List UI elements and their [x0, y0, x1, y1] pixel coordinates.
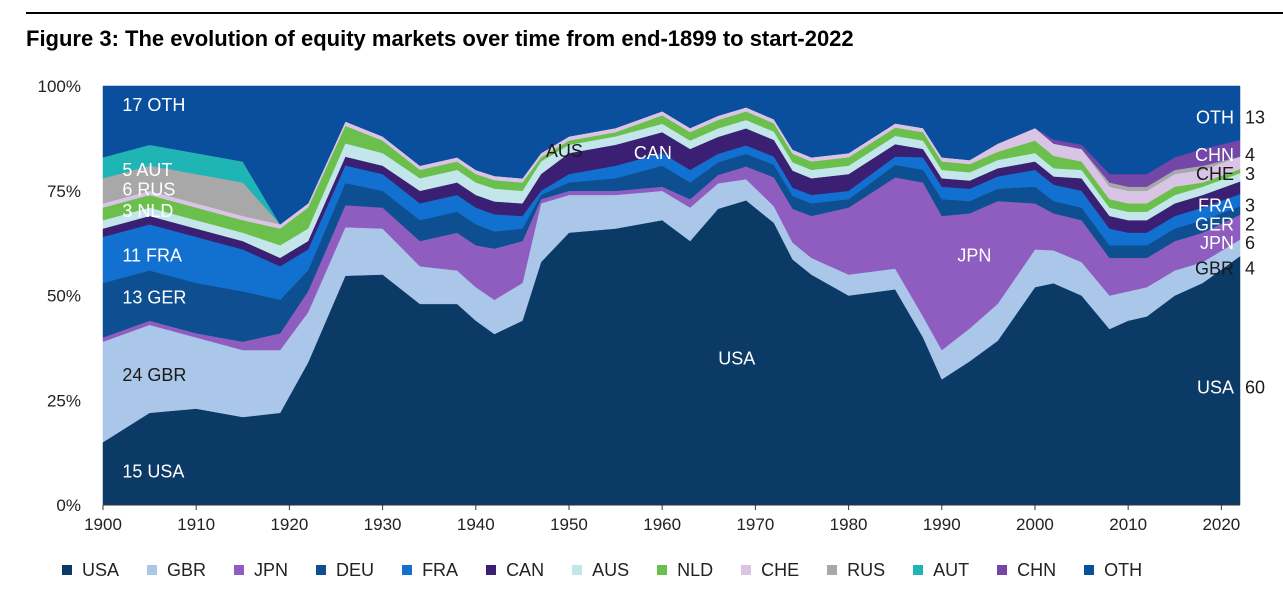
- legend-label: NLD: [677, 559, 714, 580]
- x-tick-label: 1910: [177, 515, 215, 534]
- legend-label: AUT: [933, 559, 970, 580]
- x-tick-label: 2000: [1016, 515, 1054, 534]
- x-tick-label: 1980: [830, 515, 868, 534]
- end-label-name: CHN: [1195, 145, 1234, 165]
- x-tick-label: 1940: [457, 515, 495, 534]
- x-tick-label: 1960: [643, 515, 681, 534]
- area-layers: [102, 85, 1241, 506]
- legend-swatch: [913, 565, 924, 575]
- start-label: 11 FRA: [122, 246, 182, 266]
- legend-item-gbr: GBR: [147, 557, 206, 583]
- inner-label: AUS: [546, 141, 583, 161]
- y-axis: 0% 25% 50% 75% 100%: [38, 77, 81, 515]
- end-label-name: FRA: [1198, 195, 1234, 215]
- end-label-value: 6: [1245, 233, 1255, 253]
- stacked-area-chart: 0% 25% 50% 75% 100% 1900 1910 1920 1930 1940 1950…: [38, 77, 1266, 534]
- end-label-value: 2: [1245, 214, 1255, 234]
- y-tick-label: 100%: [38, 77, 81, 96]
- start-label: 13 GER: [122, 288, 186, 308]
- legend-swatch: [234, 565, 245, 575]
- legend-label: OTH: [1104, 559, 1143, 580]
- chart-title: Figure 3: The evolution of equity market…: [26, 26, 854, 51]
- legend-swatch: [147, 565, 158, 575]
- legend-item-aus: AUS: [572, 557, 629, 583]
- legend-label: USA: [82, 559, 120, 580]
- end-label-value: 4: [1245, 145, 1255, 165]
- legend: USA GBR JPN DEU FRA CAN AUS NLD CHE RUS AUT CHN OTH: [62, 557, 1170, 583]
- legend-swatch: [62, 565, 72, 575]
- area-oth: [102, 85, 1241, 225]
- legend-swatch: [316, 565, 327, 575]
- end-label-value: 13: [1245, 107, 1265, 127]
- legend-label: AUS: [592, 559, 630, 580]
- legend-item-chn: CHN: [997, 557, 1056, 583]
- x-tick-label: 1900: [84, 515, 122, 534]
- y-tick-label: 0%: [56, 496, 81, 515]
- start-label: 5 AUT: [122, 160, 172, 180]
- end-label-value: 3: [1245, 195, 1255, 215]
- y-tick-label: 25%: [47, 391, 81, 410]
- end-label-value: 3: [1245, 164, 1255, 184]
- legend-label: CHE: [761, 559, 800, 580]
- x-axis: 1900 1910 1920 1930 1940 1950 1960 1970 1980 1990…: [84, 504, 1240, 534]
- legend-swatch: [827, 565, 838, 575]
- x-tick-label: 1920: [270, 515, 308, 534]
- legend-swatch: [572, 565, 583, 575]
- legend-swatch: [741, 565, 752, 575]
- end-label-name: USA: [1197, 378, 1234, 398]
- legend-item-che: CHE: [741, 557, 799, 583]
- end-label-name: GBR: [1195, 258, 1234, 278]
- x-tick-label: 1990: [923, 515, 961, 534]
- legend-swatch: [997, 565, 1008, 575]
- y-tick-label: 50%: [47, 287, 81, 306]
- legend-swatch: [402, 565, 413, 575]
- inner-label: CAN: [634, 143, 672, 163]
- end-label-name: CHE: [1196, 164, 1234, 184]
- legend-label: FRA: [422, 559, 459, 580]
- legend-item-can: CAN: [486, 557, 544, 583]
- legend-label: JPN: [254, 559, 289, 580]
- legend-item-usa: USA: [62, 557, 119, 583]
- legend-item-fra: FRA: [402, 557, 458, 583]
- legend-item-aut: AUT: [913, 557, 969, 583]
- start-label: 3 NLD: [122, 201, 173, 221]
- legend-label: CHN: [1017, 559, 1057, 580]
- x-tick-label: 1970: [736, 515, 774, 534]
- legend-item-rus: RUS: [827, 557, 885, 583]
- legend-swatch: [486, 565, 497, 575]
- legend-label: GBR: [167, 559, 207, 580]
- end-label-name: OTH: [1196, 107, 1234, 127]
- legend-swatch: [657, 565, 668, 575]
- legend-label: RUS: [847, 559, 886, 580]
- end-label-name: JPN: [1200, 233, 1234, 253]
- inner-label: JPN: [957, 246, 991, 266]
- legend-label: DEU: [336, 559, 375, 580]
- start-label: 17 OTH: [122, 95, 185, 115]
- end-label-name: GER: [1195, 214, 1234, 234]
- start-label: 6 RUS: [122, 179, 175, 199]
- title-rule: [26, 12, 1283, 14]
- end-label-value: 60: [1245, 378, 1265, 398]
- x-tick-label: 2020: [1202, 515, 1240, 534]
- legend-item-deu: DEU: [316, 557, 374, 583]
- legend-item-jpn: JPN: [234, 557, 288, 583]
- start-label: 24 GBR: [122, 365, 186, 385]
- x-tick-label: 1950: [550, 515, 588, 534]
- y-tick-label: 75%: [47, 182, 81, 201]
- legend-label: CAN: [506, 559, 545, 580]
- legend-item-oth: OTH: [1084, 557, 1142, 583]
- x-tick-label: 1930: [364, 515, 402, 534]
- legend-item-nld: NLD: [657, 557, 713, 583]
- x-tick-label: 2010: [1109, 515, 1147, 534]
- start-label: 15 USA: [122, 461, 184, 481]
- legend-swatch: [1084, 565, 1095, 575]
- end-label-value: 4: [1245, 258, 1255, 278]
- inner-label: USA: [718, 348, 755, 368]
